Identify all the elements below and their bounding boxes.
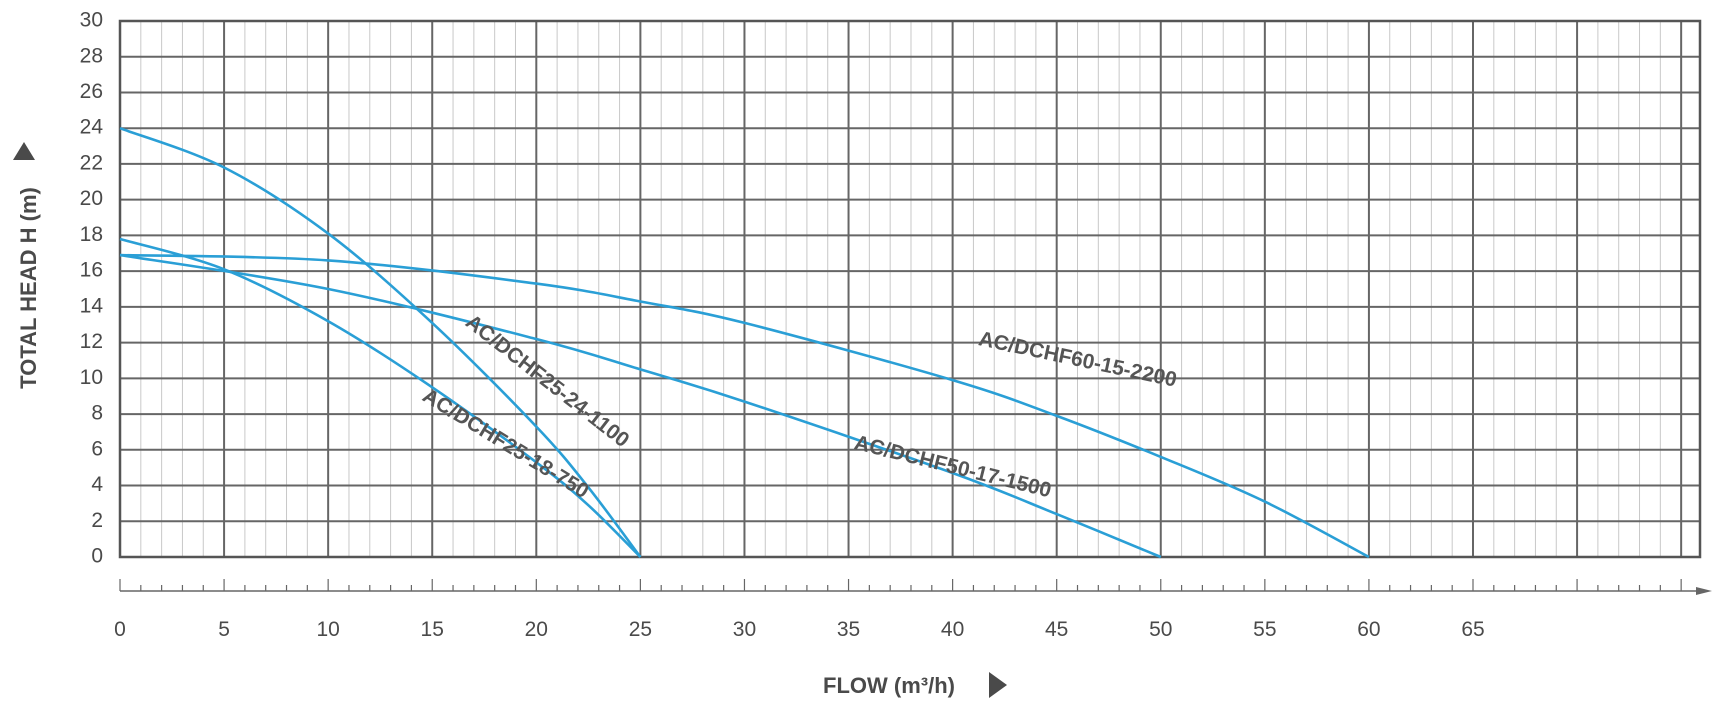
x-axis-line-arrow-icon — [1696, 587, 1712, 595]
series-line — [119, 253, 1370, 559]
y-tick-label: 30 — [80, 9, 103, 32]
y-axis-title-group: TOTAL HEAD H (m) — [16, 187, 41, 389]
x-tick-labels: 0 5 10 15 20 25 30 35 40 45 50 55 60 65 — [114, 618, 1485, 641]
x-axis-title: FLOW (m³/h) — [823, 673, 955, 698]
y-tick-label: 24 — [80, 116, 104, 139]
x-tick-label: 40 — [941, 618, 964, 641]
y-tick-label: 8 — [91, 402, 103, 425]
plot-frame — [118, 19, 1702, 559]
y-tick-label: 14 — [80, 294, 104, 317]
y-tick-label: 22 — [80, 151, 103, 174]
y-tick-label: 4 — [91, 473, 103, 496]
x-tick-label: 10 — [316, 618, 339, 641]
x-tick-label: 45 — [1045, 618, 1068, 641]
y-tick-label: 6 — [91, 437, 103, 460]
x-tick-label: 50 — [1149, 618, 1172, 641]
y-tick-label: 20 — [80, 187, 103, 210]
x-tick-label: 15 — [421, 618, 444, 641]
series-line — [119, 237, 642, 558]
y-axis-title: TOTAL HEAD H (m) — [16, 187, 41, 389]
x-tick-label: 35 — [837, 618, 860, 641]
series-line — [119, 253, 1162, 559]
y-tick-label: 10 — [80, 366, 103, 389]
x-axis-arrow-icon — [989, 672, 1007, 698]
y-tick-label: 18 — [80, 223, 103, 246]
x-tick-label: 25 — [629, 618, 652, 641]
x-tick-label: 30 — [733, 618, 756, 641]
minor-grid — [140, 21, 1661, 557]
y-tick-label: 26 — [80, 80, 103, 103]
y-tick-label: 0 — [91, 545, 103, 568]
series-lines — [119, 126, 1370, 559]
series-line — [119, 126, 642, 558]
x-tick-label: 20 — [525, 618, 548, 641]
x-tick-label: 5 — [218, 618, 230, 641]
x-tick-label: 55 — [1253, 618, 1276, 641]
x-axis — [119, 579, 1712, 595]
major-grid — [120, 21, 1700, 557]
y-axis-arrow-icon — [13, 142, 35, 160]
y-tick-label: 2 — [91, 509, 103, 532]
y-tick-label: 16 — [80, 259, 103, 282]
x-tick-label: 60 — [1357, 618, 1380, 641]
x-tick-label: 65 — [1461, 618, 1484, 641]
y-tick-label: 28 — [80, 44, 103, 67]
y-tick-label: 12 — [80, 330, 103, 353]
x-tick-label: 0 — [114, 618, 126, 641]
